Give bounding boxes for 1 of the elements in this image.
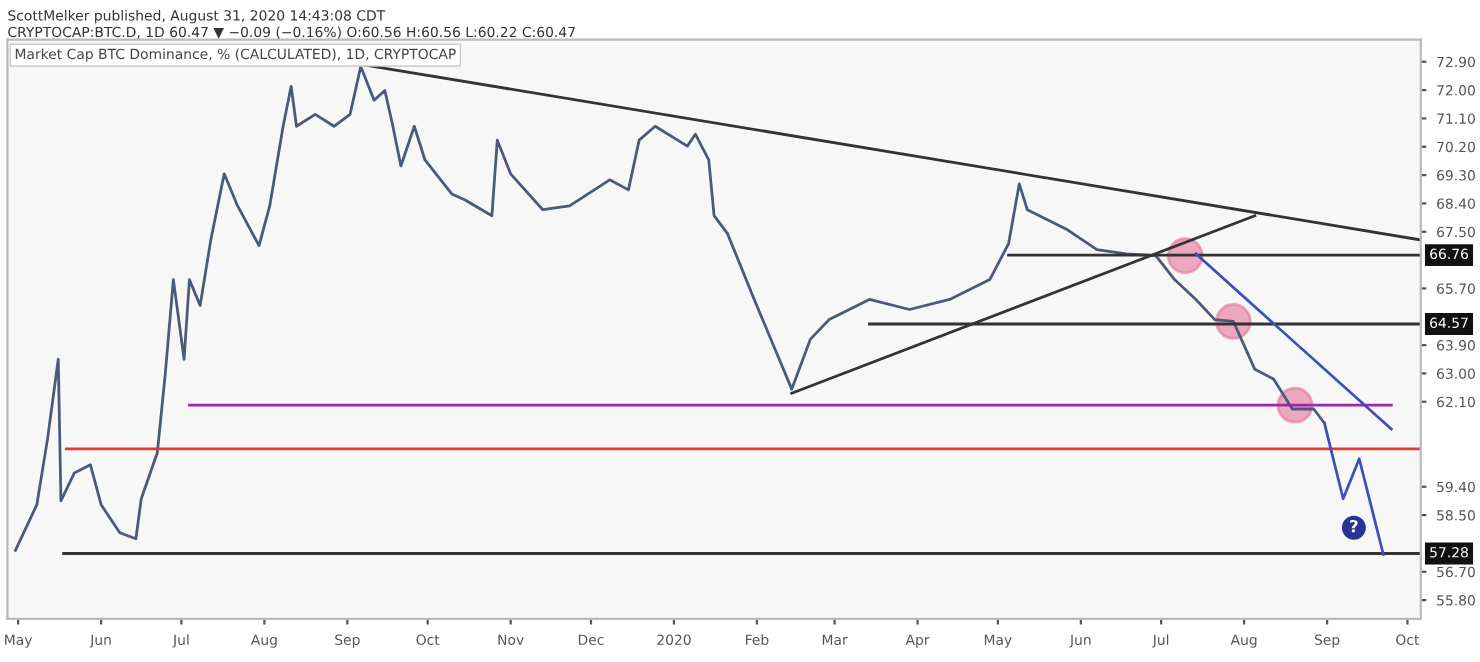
annotation: ? [1350, 519, 1358, 533]
